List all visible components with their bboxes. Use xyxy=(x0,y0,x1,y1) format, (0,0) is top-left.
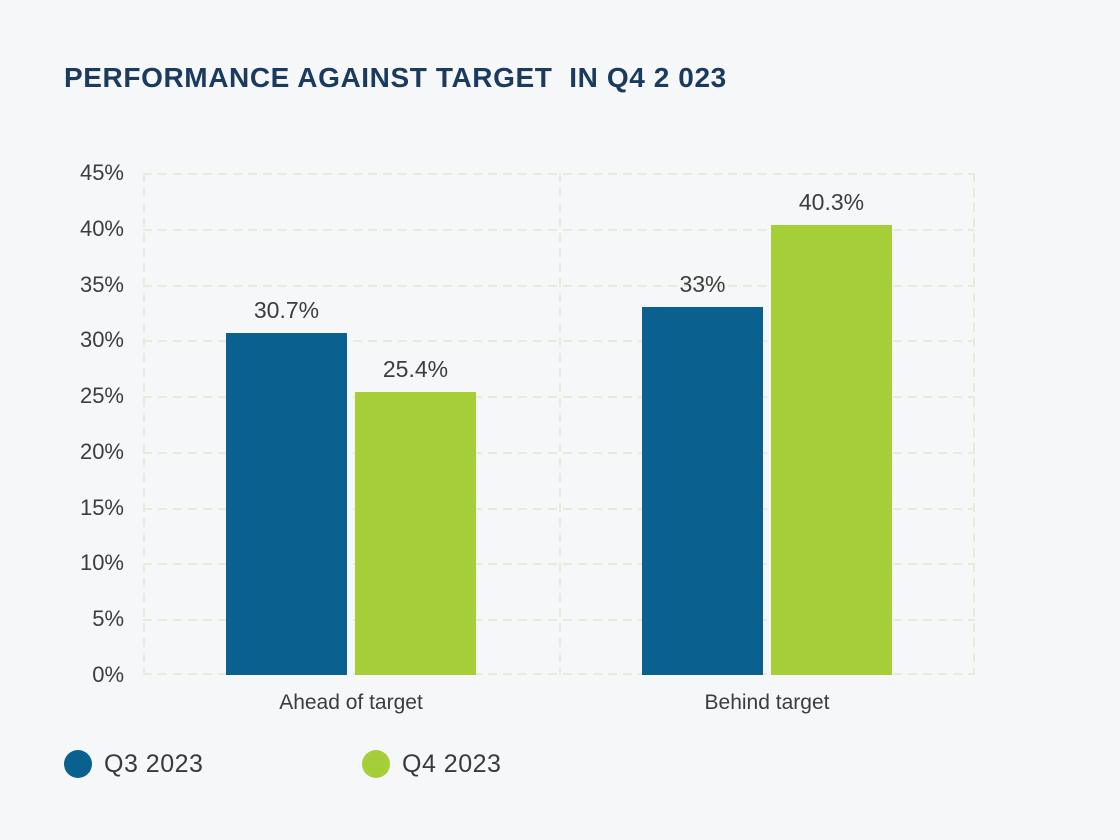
category-label-behind-target: Behind target xyxy=(704,691,830,714)
plot-border-line xyxy=(973,173,975,675)
y-tick-label-25%: 25% xyxy=(79,383,124,409)
y-tick-label-15%: 15% xyxy=(79,494,124,520)
y-tick-label-0%: 0% xyxy=(92,662,124,687)
y-tick-label-40%: 40% xyxy=(79,215,124,241)
plot-border-line xyxy=(143,173,145,675)
y-tick-label-5%: 5% xyxy=(92,606,124,632)
bar-q3-2023-ahead-of-target xyxy=(226,332,347,675)
bar-q4-2023-ahead-of-target xyxy=(355,391,476,675)
chart-title: PERFORMANCE AGAINST TARGET IN Q4 2 023 xyxy=(64,62,727,93)
bar-q4-2023-behind-target xyxy=(771,225,892,675)
legend-item-q4-2023: Q4 2023 xyxy=(362,748,501,780)
category-divider-line xyxy=(559,173,561,675)
y-tick-label-45%: 45% xyxy=(79,160,124,185)
y-tick-label-20%: 20% xyxy=(79,438,124,464)
legend-label: Q4 2023 xyxy=(402,749,502,778)
legend: Q3 2023 Q4 2023 xyxy=(0,748,1120,782)
legend-item-q3-2023: Q3 2023 xyxy=(64,748,203,780)
legend-label: Q3 2023 xyxy=(104,749,204,778)
value-label-25.4%: 25.4% xyxy=(382,355,449,382)
value-label-30.7%: 30.7% xyxy=(253,296,320,323)
y-tick-label-10%: 10% xyxy=(79,550,124,576)
legend-swatch-q4-2023 xyxy=(362,750,390,778)
value-label-33%: 33% xyxy=(679,270,726,297)
bar-q3-2023-behind-target xyxy=(642,306,763,675)
y-tick-label-30%: 30% xyxy=(79,327,124,353)
plot-area xyxy=(143,173,975,675)
legend-swatch-q3-2023 xyxy=(64,750,92,778)
value-label-40.3%: 40.3% xyxy=(798,189,865,216)
category-label-ahead-of-target: Ahead of target xyxy=(279,691,423,714)
y-tick-label-35%: 35% xyxy=(79,271,124,297)
